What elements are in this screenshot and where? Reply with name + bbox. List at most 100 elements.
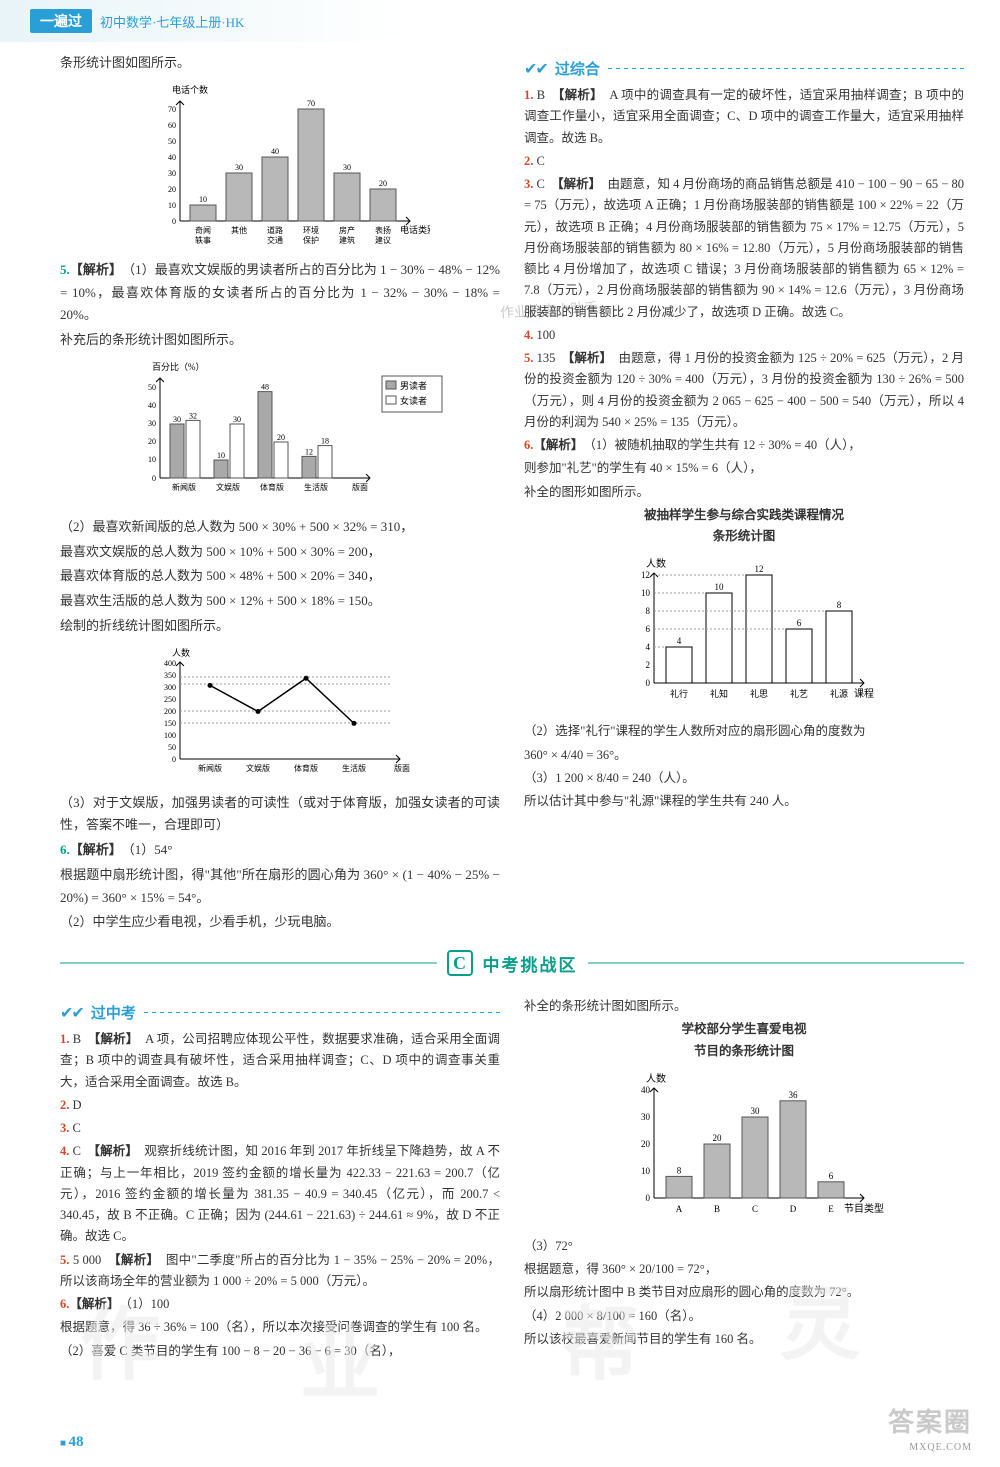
svg-text:0: 0 bbox=[172, 217, 176, 226]
svg-text:8: 8 bbox=[646, 606, 651, 616]
svg-text:C: C bbox=[752, 1204, 758, 1214]
svg-text:30: 30 bbox=[751, 1106, 761, 1116]
svg-text:轶事: 轶事 bbox=[195, 235, 211, 245]
svg-text:奇闻: 奇闻 bbox=[195, 225, 211, 235]
sec-zhongkao: ✔✔ 过中考 bbox=[60, 1002, 500, 1023]
svg-text:电话个数: 电话个数 bbox=[172, 84, 208, 95]
upper-left-col: 条形统计图如图所示。 电话个数 电话类别 01020 304050 6070 1… bbox=[60, 52, 500, 936]
lower-left-col: ✔✔ 过中考 1. B 【解析】 A 项，公司招聘应体现公平性，数据要求准确，适… bbox=[60, 996, 500, 1364]
svg-text:30: 30 bbox=[148, 419, 156, 428]
svg-text:文娱版: 文娱版 bbox=[216, 482, 240, 492]
svg-text:10: 10 bbox=[168, 201, 176, 210]
svg-text:生活版: 生活版 bbox=[342, 763, 366, 773]
page-number: 48 bbox=[60, 1434, 84, 1451]
svg-text:50: 50 bbox=[168, 137, 176, 146]
q5-num: 5. bbox=[60, 262, 70, 277]
svg-text:D: D bbox=[790, 1204, 797, 1214]
svg-text:10: 10 bbox=[148, 455, 156, 464]
svg-text:文娱版: 文娱版 bbox=[246, 763, 270, 773]
svg-text:10: 10 bbox=[641, 1166, 651, 1176]
svg-text:40: 40 bbox=[168, 153, 176, 162]
svg-text:百分比（%）: 百分比（%） bbox=[152, 361, 205, 372]
svg-text:50: 50 bbox=[168, 743, 176, 752]
svg-text:体育版: 体育版 bbox=[260, 482, 284, 492]
svg-text:200: 200 bbox=[164, 707, 176, 716]
svg-text:12: 12 bbox=[641, 570, 650, 580]
svg-text:250: 250 bbox=[164, 695, 176, 704]
svg-text:10: 10 bbox=[715, 582, 725, 592]
svg-text:30: 30 bbox=[641, 1112, 651, 1122]
svg-text:A: A bbox=[676, 1204, 683, 1214]
svg-text:20: 20 bbox=[277, 433, 285, 442]
svg-text:建议: 建议 bbox=[375, 235, 391, 245]
svg-text:2: 2 bbox=[646, 660, 651, 670]
svg-text:女读者: 女读者 bbox=[400, 395, 427, 406]
header-badge: 一遍过 bbox=[30, 9, 92, 33]
svg-text:8: 8 bbox=[837, 600, 842, 610]
svg-text:0: 0 bbox=[152, 474, 156, 483]
svg-text:40: 40 bbox=[148, 401, 156, 410]
svg-text:300: 300 bbox=[164, 683, 176, 692]
chart2-svg: 百分比（%） 01020 304050 男读者 女读者 3032新闻版1030文… bbox=[110, 358, 450, 508]
svg-text:其他: 其他 bbox=[231, 225, 247, 235]
chart-phone-calls: 电话个数 电话类别 01020 304050 6070 10奇闻轶事30其他40… bbox=[60, 81, 500, 251]
svg-text:0: 0 bbox=[646, 1193, 651, 1203]
svg-text:40: 40 bbox=[271, 147, 279, 156]
upper-right-col: ✔✔ 过综合 1. B 【解析】 A 项中的调查具有一定的破坏性，适宜采用抽样调… bbox=[524, 52, 964, 936]
svg-text:30: 30 bbox=[168, 169, 176, 178]
svg-text:道路: 道路 bbox=[267, 225, 283, 235]
svg-text:新闻版: 新闻版 bbox=[172, 482, 196, 492]
svg-text:版面: 版面 bbox=[394, 763, 410, 773]
svg-text:30: 30 bbox=[233, 415, 241, 424]
chart1-svg: 电话个数 电话类别 01020 304050 6070 10奇闻轶事30其他40… bbox=[130, 81, 430, 251]
svg-text:18: 18 bbox=[321, 436, 329, 445]
svg-text:房产: 房产 bbox=[339, 225, 355, 235]
svg-text:150: 150 bbox=[164, 719, 176, 728]
svg-text:课程: 课程 bbox=[854, 688, 874, 700]
svg-text:20: 20 bbox=[168, 185, 176, 194]
svg-text:32: 32 bbox=[189, 411, 197, 420]
svg-text:70: 70 bbox=[307, 99, 315, 108]
zone-banner: C 中考挑战区 bbox=[60, 950, 964, 976]
svg-text:0: 0 bbox=[646, 678, 651, 688]
svg-text:50: 50 bbox=[148, 383, 156, 392]
svg-text:6: 6 bbox=[646, 624, 651, 634]
svg-text:10: 10 bbox=[217, 451, 225, 460]
svg-text:6: 6 bbox=[829, 1171, 834, 1181]
svg-text:12: 12 bbox=[755, 564, 764, 574]
svg-text:4: 4 bbox=[677, 636, 682, 646]
svg-text:生活版: 生活版 bbox=[304, 482, 328, 492]
svg-text:12: 12 bbox=[305, 447, 313, 456]
svg-text:电话类别: 电话类别 bbox=[400, 224, 430, 235]
svg-text:10: 10 bbox=[641, 588, 651, 598]
svg-text:36: 36 bbox=[789, 1090, 799, 1100]
svg-text:10: 10 bbox=[199, 195, 207, 204]
svg-text:70: 70 bbox=[168, 105, 176, 114]
header-sub: 初中数学·七年级上册·HK bbox=[100, 12, 244, 31]
svg-text:体育版: 体育版 bbox=[294, 763, 318, 773]
svg-text:礼艺: 礼艺 bbox=[790, 688, 808, 699]
svg-text:交通: 交通 bbox=[267, 235, 283, 245]
svg-text:节目类型: 节目类型 bbox=[844, 1202, 884, 1215]
svg-text:礼源: 礼源 bbox=[830, 688, 848, 699]
chart5-svg: 人数 节目类型 01020 3040 8A20B30C36D6E bbox=[604, 1068, 884, 1228]
svg-text:350: 350 bbox=[164, 671, 176, 680]
svg-text:建筑: 建筑 bbox=[339, 235, 355, 245]
svg-text:新闻版: 新闻版 bbox=[198, 763, 222, 773]
svg-text:20: 20 bbox=[379, 179, 387, 188]
sec-zonghe: ✔✔ 过综合 bbox=[524, 58, 964, 79]
svg-text:人数: 人数 bbox=[646, 1072, 666, 1085]
svg-text:人数: 人数 bbox=[172, 647, 190, 658]
svg-text:400: 400 bbox=[164, 659, 176, 668]
svg-text:版面: 版面 bbox=[352, 482, 368, 492]
chart-totals-line: 人数 050100 150200250 300350400 新闻版文娱版体育版生… bbox=[60, 644, 500, 784]
svg-text:B: B bbox=[714, 1204, 720, 1214]
svg-text:8: 8 bbox=[677, 1165, 682, 1175]
svg-text:20: 20 bbox=[641, 1139, 651, 1149]
svg-text:保护: 保护 bbox=[303, 235, 319, 245]
svg-text:30: 30 bbox=[173, 415, 181, 424]
svg-text:4: 4 bbox=[646, 642, 651, 652]
svg-text:礼知: 礼知 bbox=[710, 688, 728, 699]
lower-right-col: 补全的条形统计图如图所示。 学校部分学生喜爱电视 节目的条形统计图 人数 节目类… bbox=[524, 996, 964, 1364]
chart-tv: 人数 节目类型 01020 3040 8A20B30C36D6E bbox=[524, 1068, 964, 1228]
